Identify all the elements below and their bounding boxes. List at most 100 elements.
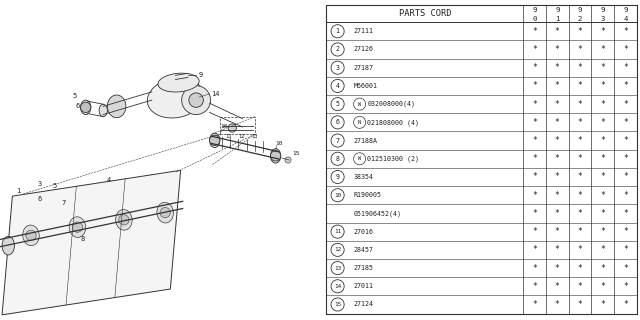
Circle shape [228,124,236,132]
Text: *: * [577,227,582,236]
Text: 6: 6 [76,103,79,109]
Text: *: * [623,27,628,36]
Text: 28457: 28457 [354,247,374,253]
Text: *: * [623,191,628,200]
Text: *: * [532,63,537,72]
Text: 5: 5 [335,101,340,107]
Text: *: * [600,282,605,291]
Text: 9: 9 [578,7,582,12]
Ellipse shape [69,217,86,237]
Text: 12: 12 [239,134,245,139]
Ellipse shape [158,73,199,92]
Text: 15: 15 [292,151,300,156]
Text: PARTS CORD: PARTS CORD [399,9,451,18]
Text: *: * [600,227,605,236]
Text: *: * [600,100,605,108]
Text: *: * [577,136,582,145]
Text: *: * [532,282,537,291]
Text: *: * [577,154,582,163]
Text: *: * [623,154,628,163]
Circle shape [271,151,281,161]
Text: W: W [358,156,361,161]
Text: *: * [577,118,582,127]
Text: *: * [623,264,628,273]
Circle shape [182,86,211,115]
Text: 27188A: 27188A [354,138,378,144]
Text: 2: 2 [578,16,582,22]
Ellipse shape [271,149,281,163]
Text: *: * [555,100,560,108]
Text: 27016: 27016 [354,228,374,235]
Text: *: * [532,81,537,91]
Text: *: * [555,264,560,273]
Ellipse shape [2,236,15,255]
Circle shape [81,102,91,113]
Ellipse shape [116,210,132,230]
Text: 021808000 (4): 021808000 (4) [367,119,419,125]
Text: 27124: 27124 [354,301,374,308]
Text: *: * [600,81,605,91]
Text: *: * [623,245,628,254]
Text: *: * [600,118,605,127]
Text: 8: 8 [81,236,84,243]
Text: *: * [577,191,582,200]
Text: *: * [623,136,628,145]
Circle shape [118,215,129,225]
Text: 051906452(4): 051906452(4) [354,210,402,217]
Text: 11: 11 [225,134,232,139]
Text: *: * [623,118,628,127]
Text: 10: 10 [334,193,341,198]
Text: 10: 10 [276,140,283,146]
Text: 3: 3 [37,181,42,187]
Text: *: * [623,45,628,54]
Text: 4: 4 [335,83,340,89]
Circle shape [26,230,36,241]
Text: 38354: 38354 [354,174,374,180]
Text: 9: 9 [600,7,605,12]
Text: *: * [600,245,605,254]
Text: 7: 7 [335,138,340,144]
Text: 4: 4 [623,16,628,22]
Text: 13: 13 [251,134,257,139]
Text: *: * [532,100,537,108]
Text: *: * [600,209,605,218]
Text: *: * [555,27,560,36]
Text: 10: 10 [220,124,227,129]
Text: *: * [600,264,605,273]
Text: 2: 2 [335,46,340,52]
Text: *: * [577,282,582,291]
Text: 6: 6 [37,196,42,202]
Text: 012510300 (2): 012510300 (2) [367,156,419,162]
Text: 9: 9 [198,72,202,78]
Text: *: * [600,136,605,145]
Ellipse shape [22,225,39,246]
Text: N: N [358,120,361,125]
Circle shape [285,157,291,163]
Text: 13: 13 [334,266,341,271]
Text: *: * [532,172,537,181]
Text: 9: 9 [555,7,559,12]
Text: *: * [555,172,560,181]
Text: *: * [623,100,628,108]
Text: *: * [577,27,582,36]
Circle shape [72,222,83,232]
Text: *: * [577,100,582,108]
Text: *: * [532,227,537,236]
Text: 7: 7 [62,200,66,206]
Text: W: W [358,102,361,107]
Ellipse shape [157,202,173,223]
Text: *: * [555,63,560,72]
Circle shape [160,207,170,218]
Text: *: * [532,45,537,54]
Text: *: * [532,191,537,200]
Text: *: * [600,27,605,36]
Text: *: * [623,172,628,181]
Text: *: * [623,63,628,72]
Text: M66001: M66001 [354,83,378,89]
Text: *: * [555,300,560,309]
Text: *: * [532,136,537,145]
Ellipse shape [147,78,204,118]
Text: *: * [555,191,560,200]
Text: 9: 9 [532,7,537,12]
Text: 15: 15 [334,302,341,307]
